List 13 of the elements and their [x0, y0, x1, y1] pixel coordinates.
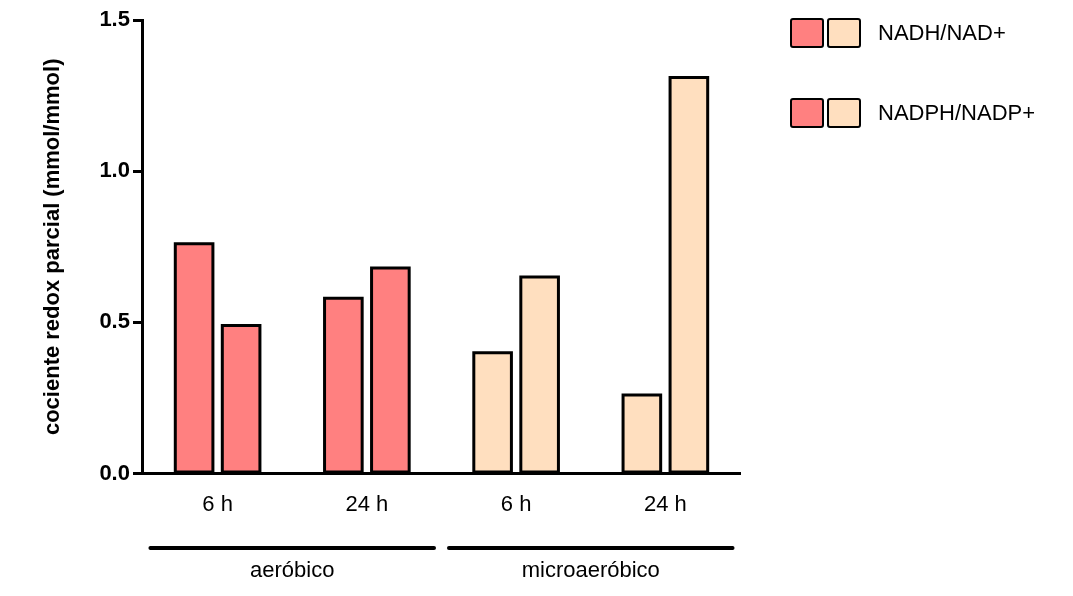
legend-label: NADH/NAD+	[878, 20, 1006, 46]
y-tick-label: 1.5	[99, 6, 130, 32]
x-tick-label: 6 h	[202, 490, 233, 516]
y-tick-label: 0.5	[99, 308, 130, 334]
text: aeróbico	[250, 557, 335, 583]
x-tick-label: 6 h	[500, 490, 532, 516]
x-tick-label: 24 h	[643, 490, 687, 516]
y-tick-label: 1.0	[99, 157, 130, 183]
y-axis-title: cociente redox parcial (mmol/mmol)	[39, 58, 65, 436]
y-tick-label: 0.0	[99, 459, 130, 485]
legend-label: NADPH/NADP+	[878, 100, 1036, 126]
x-tick-label: 24 h	[345, 490, 389, 516]
text: microaeróbico	[521, 557, 660, 583]
